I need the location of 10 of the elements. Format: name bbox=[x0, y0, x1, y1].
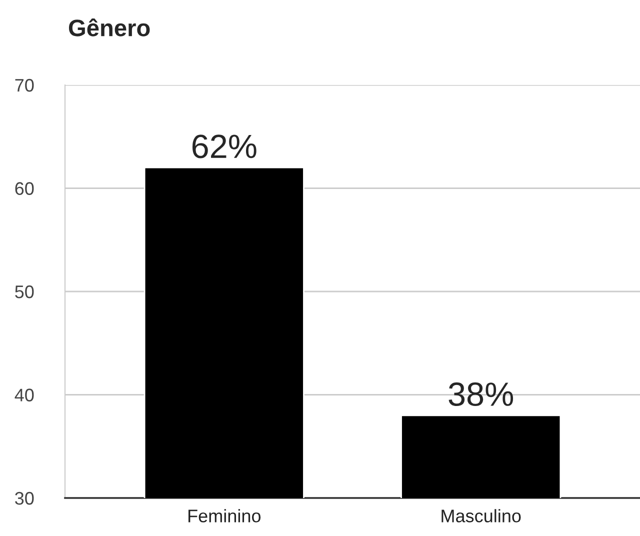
chart-title: Gênero bbox=[68, 18, 150, 36]
data-label: 38% bbox=[448, 382, 514, 406]
y-tick-label: 30 bbox=[15, 492, 34, 505]
y-tick-label: 50 bbox=[15, 285, 34, 298]
y-tick-label: 40 bbox=[14, 388, 34, 402]
y-tick-label: 70 bbox=[15, 78, 34, 92]
x-tick-label: Masculino bbox=[442, 509, 521, 522]
data-label: 62% bbox=[192, 134, 256, 158]
x-tick-label: Feminino bbox=[188, 509, 261, 522]
y-tick-label: 60 bbox=[15, 182, 34, 195]
